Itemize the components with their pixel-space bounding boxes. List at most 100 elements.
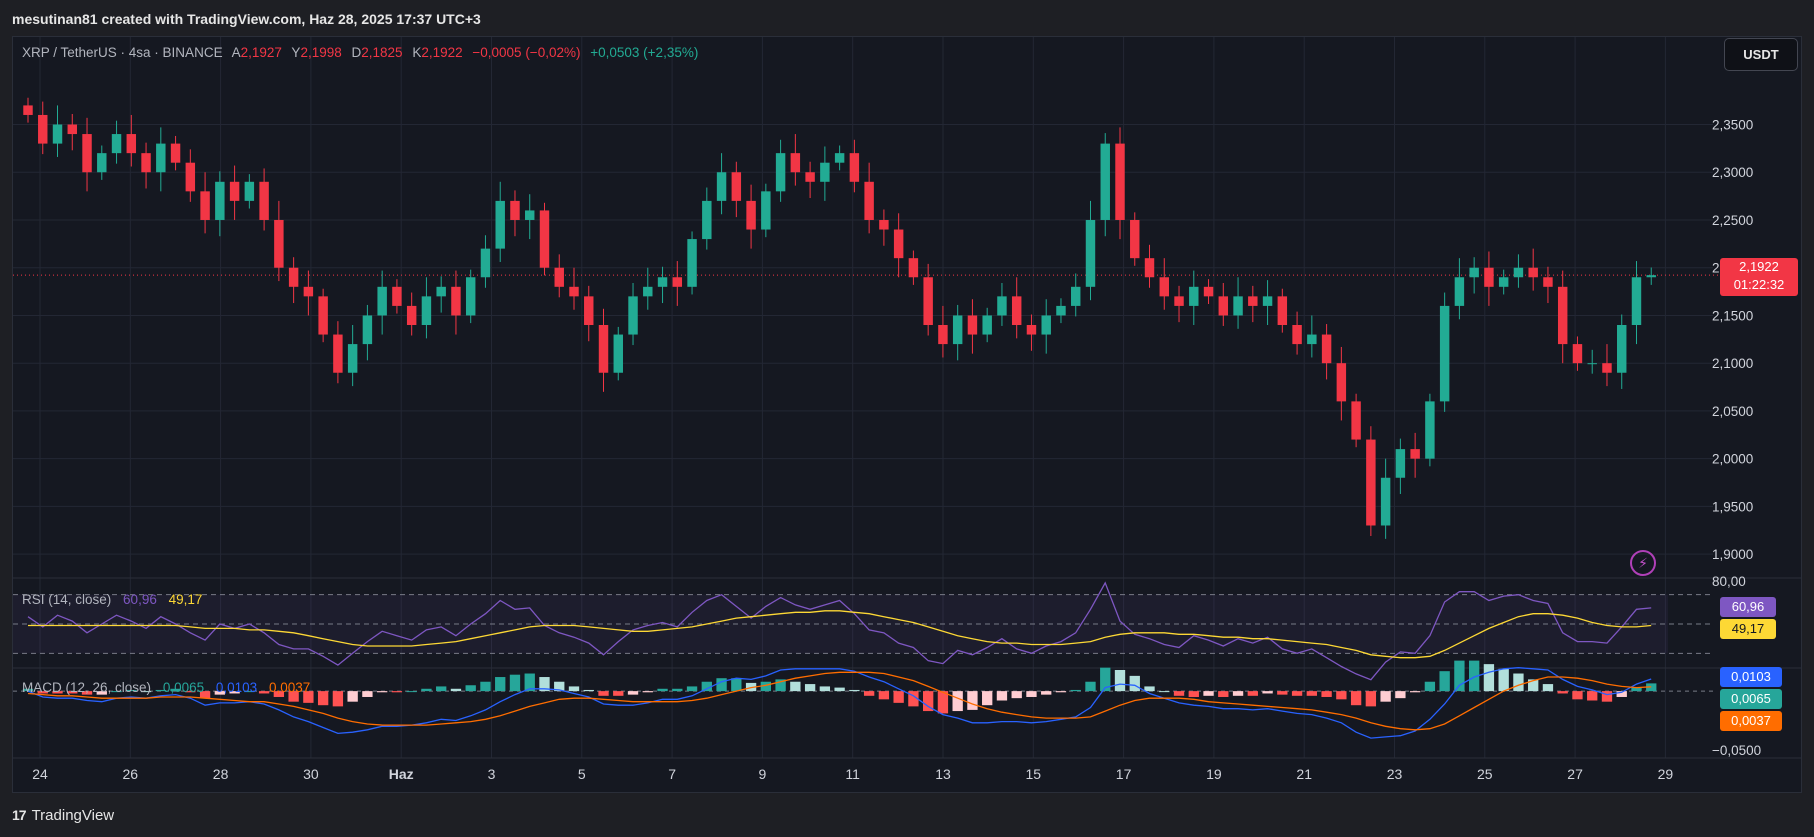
currency-button[interactable]: USDT [1724, 38, 1798, 71]
candle-body [406, 305, 417, 325]
macd-hist-bar [170, 688, 181, 692]
macd-hist-bar [421, 688, 432, 692]
candle-body [465, 277, 476, 316]
rsi-badge: 60,96 [1720, 597, 1776, 617]
candle-body [1469, 267, 1479, 278]
price-tick-label: 2,0000 [1712, 452, 1753, 467]
price-tick-label: 2,2500 [1712, 213, 1753, 228]
candle-body [23, 105, 33, 115]
price-tick-label: 2,3000 [1712, 165, 1753, 180]
macd-hist-bar [1409, 691, 1421, 693]
candle [23, 97, 33, 123]
macd-hist-bar [258, 691, 270, 694]
macd-hist-bar [686, 686, 698, 692]
candle [893, 213, 904, 278]
candle [672, 261, 683, 306]
macd-hist-bar [185, 691, 196, 693]
symbol-legend[interactable]: XRP / TetherUS · 4sa · BINANCE A2,1927 Y… [22, 45, 704, 60]
candle-countdown: 01:22:32 [1733, 277, 1785, 292]
lightning-icon[interactable]: ⚡ [1630, 550, 1656, 576]
time-tick-label: 29 [1658, 766, 1674, 782]
candle-body [1262, 296, 1273, 306]
macd-hist-bar [199, 691, 211, 699]
macd-hist-bar [1291, 691, 1303, 696]
macd-hist-bar [229, 691, 240, 694]
candle-body [702, 200, 712, 240]
macd-hist-bar [627, 691, 639, 695]
price-tick-label: 2,3500 [1712, 118, 1753, 133]
candle [303, 270, 314, 316]
candle-body [805, 172, 815, 182]
macd-hist-bar [214, 691, 226, 695]
macd-line [27, 667, 1652, 739]
macd-hist-bar [1646, 683, 1657, 692]
macd-hist-bar [37, 691, 48, 694]
macd-hist-bar [465, 685, 476, 692]
time-tick-label: 26 [123, 766, 139, 782]
macd-hist-bar [362, 691, 373, 697]
candle-body [1277, 296, 1288, 325]
candle [1351, 393, 1361, 448]
candle [1144, 244, 1155, 288]
candle [1557, 270, 1568, 364]
macd-label[interactable]: MACD (12, 26, close) [22, 680, 152, 695]
change-value: −0,0005 (−0,02%) [472, 45, 581, 60]
macd-hist-bar [1542, 684, 1554, 692]
macd-hist-bar [1100, 667, 1111, 692]
macd-legend[interactable]: MACD (12, 26, close) 0,0065 0,0103 0,003… [22, 680, 318, 695]
candle-body [156, 143, 166, 173]
macd-hist-bar [1306, 691, 1318, 696]
time-tick-label: 13 [935, 766, 951, 782]
macd-hist-bar [1041, 691, 1052, 695]
low-label: D [351, 45, 362, 60]
candle [1011, 277, 1022, 339]
rsi-legend[interactable]: RSI (14, close) 60,96 49,17 [22, 592, 210, 607]
candle-body [200, 191, 210, 220]
macd-hist-bar [819, 686, 831, 692]
candle [288, 257, 299, 304]
time-tick-label: 25 [1477, 766, 1493, 782]
candle [185, 149, 196, 202]
time-tick-label: Haz [389, 766, 414, 782]
macd-badge: 0,0103 [1720, 667, 1782, 687]
candle-body [584, 296, 594, 325]
candle-body [731, 172, 742, 201]
price-tick-label: 1,9000 [1712, 547, 1753, 562]
macd-hist-value: 0,0065 [162, 680, 205, 695]
macd-hist-bar [568, 686, 580, 692]
macd-hist-bar [1129, 675, 1140, 692]
candle [1026, 314, 1037, 351]
candle [510, 190, 520, 237]
candle-body [38, 114, 48, 144]
candle-body [1100, 143, 1110, 220]
symbol-label[interactable]: XRP / TetherUS · 4sa · BINANCE [22, 45, 223, 60]
candle [1631, 261, 1642, 345]
macd-hist-bar [1144, 686, 1155, 692]
rsi-label[interactable]: RSI (14, close) [22, 592, 112, 607]
candle [525, 194, 535, 240]
candle [761, 183, 771, 238]
chart-frame[interactable] [12, 36, 1802, 793]
open-label: A [231, 45, 241, 60]
tradingview-logo[interactable]: 17 TradingView [12, 805, 114, 825]
candle-body [1336, 363, 1347, 402]
macd-hist-bar [952, 691, 963, 712]
candle-body [436, 286, 446, 297]
macd-hist-bar [878, 691, 890, 700]
macd-hist-bar [672, 688, 683, 692]
rsi-value: 60,96 [123, 592, 157, 607]
macd-hist-bar [1483, 664, 1495, 692]
candle-body [643, 286, 653, 297]
macd-hist-bar [775, 679, 786, 692]
macd-hist-bar [1557, 691, 1568, 694]
macd-hist-bar [760, 681, 772, 692]
candle [1056, 298, 1066, 324]
candle-body [1218, 296, 1229, 316]
candle-body [982, 315, 992, 335]
candle [702, 187, 712, 250]
time-tick-label: 11 [845, 766, 860, 782]
candle [584, 285, 594, 342]
macd-hist-badge: 0,0065 [1720, 689, 1782, 709]
candle-body [525, 210, 535, 220]
